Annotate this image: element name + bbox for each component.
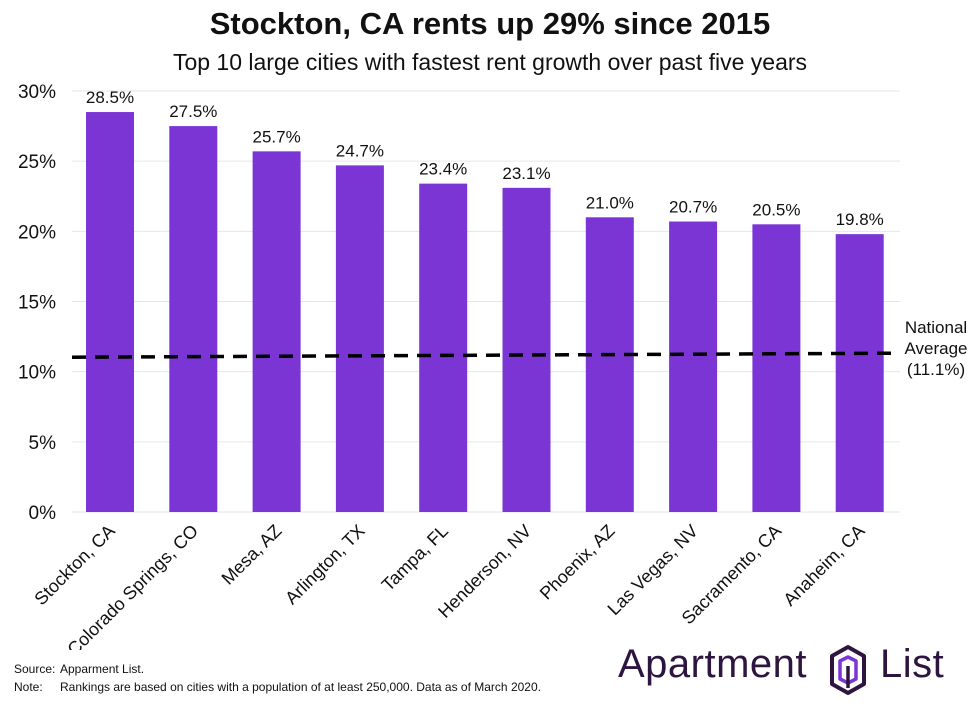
national-average-label: (11.1%): [907, 360, 965, 379]
bar: [835, 234, 884, 512]
footnote: Note: Rankings are based on cities with a…: [14, 680, 541, 694]
category-label: Phoenix, AZ: [536, 521, 619, 604]
y-tick-label: 10%: [18, 363, 56, 384]
y-tick-label: 5%: [29, 433, 57, 454]
bar: [335, 165, 384, 513]
bar-value-label: 25.7%: [252, 127, 300, 146]
national-average-label: Average: [904, 339, 967, 358]
note-label: Note:: [14, 680, 43, 694]
bar: [252, 151, 301, 513]
source-text: Apparment List.: [60, 662, 145, 676]
bar-value-label: 23.1%: [502, 164, 550, 183]
bar-value-label: 21.0%: [586, 193, 634, 212]
bar-value-label: 28.5%: [86, 88, 134, 107]
category-label: Mesa, AZ: [218, 521, 286, 589]
bar-value-label: 20.5%: [752, 200, 800, 219]
bar-value-label: 24.7%: [336, 141, 384, 160]
chart-subtitle: Top 10 large cities with fastest rent gr…: [172, 49, 808, 75]
logo-mark-icon: [830, 645, 866, 695]
apartment-list-logo: Apartment List: [618, 640, 958, 700]
category-label: Anaheim, CA: [779, 521, 868, 610]
category-label: Tampa, FL: [378, 521, 452, 595]
logo-word-apartment: Apartment: [618, 642, 808, 686]
bar: [752, 224, 801, 513]
bar-value-label: 23.4%: [419, 160, 467, 179]
category-label: Arlington, TX: [281, 521, 368, 608]
y-tick-label: 15%: [18, 293, 56, 314]
bar-value-label: 20.7%: [669, 198, 717, 217]
bar: [669, 221, 718, 512]
bar: [502, 187, 551, 512]
note-text: Rankings are based on cities with a popu…: [60, 680, 541, 694]
chart-title: Stockton, CA rents up 29% since 2015: [209, 6, 771, 41]
source-label: Source:: [14, 662, 56, 676]
national-average-label: National: [905, 318, 967, 337]
category-label: Stockton, CA: [30, 521, 118, 609]
bar: [169, 126, 218, 512]
bar: [585, 217, 634, 513]
bar: [419, 183, 468, 512]
bar: [86, 112, 134, 513]
bar-chart: 0% 5% 10% 15% 20% 25% 30% 28.5% Stockton, CA 27.5…: [18, 82, 968, 650]
logo-word-list: List: [880, 642, 945, 686]
y-tick-label: 0%: [29, 503, 57, 524]
bar-value-label: 19.8%: [836, 210, 884, 229]
source-note: Source: Apparment List.: [14, 662, 144, 676]
y-tick-label: 25%: [18, 152, 56, 173]
y-tick-label: 20%: [18, 222, 56, 243]
bar-value-label: 27.5%: [169, 102, 217, 121]
y-tick-label: 30%: [18, 82, 56, 103]
